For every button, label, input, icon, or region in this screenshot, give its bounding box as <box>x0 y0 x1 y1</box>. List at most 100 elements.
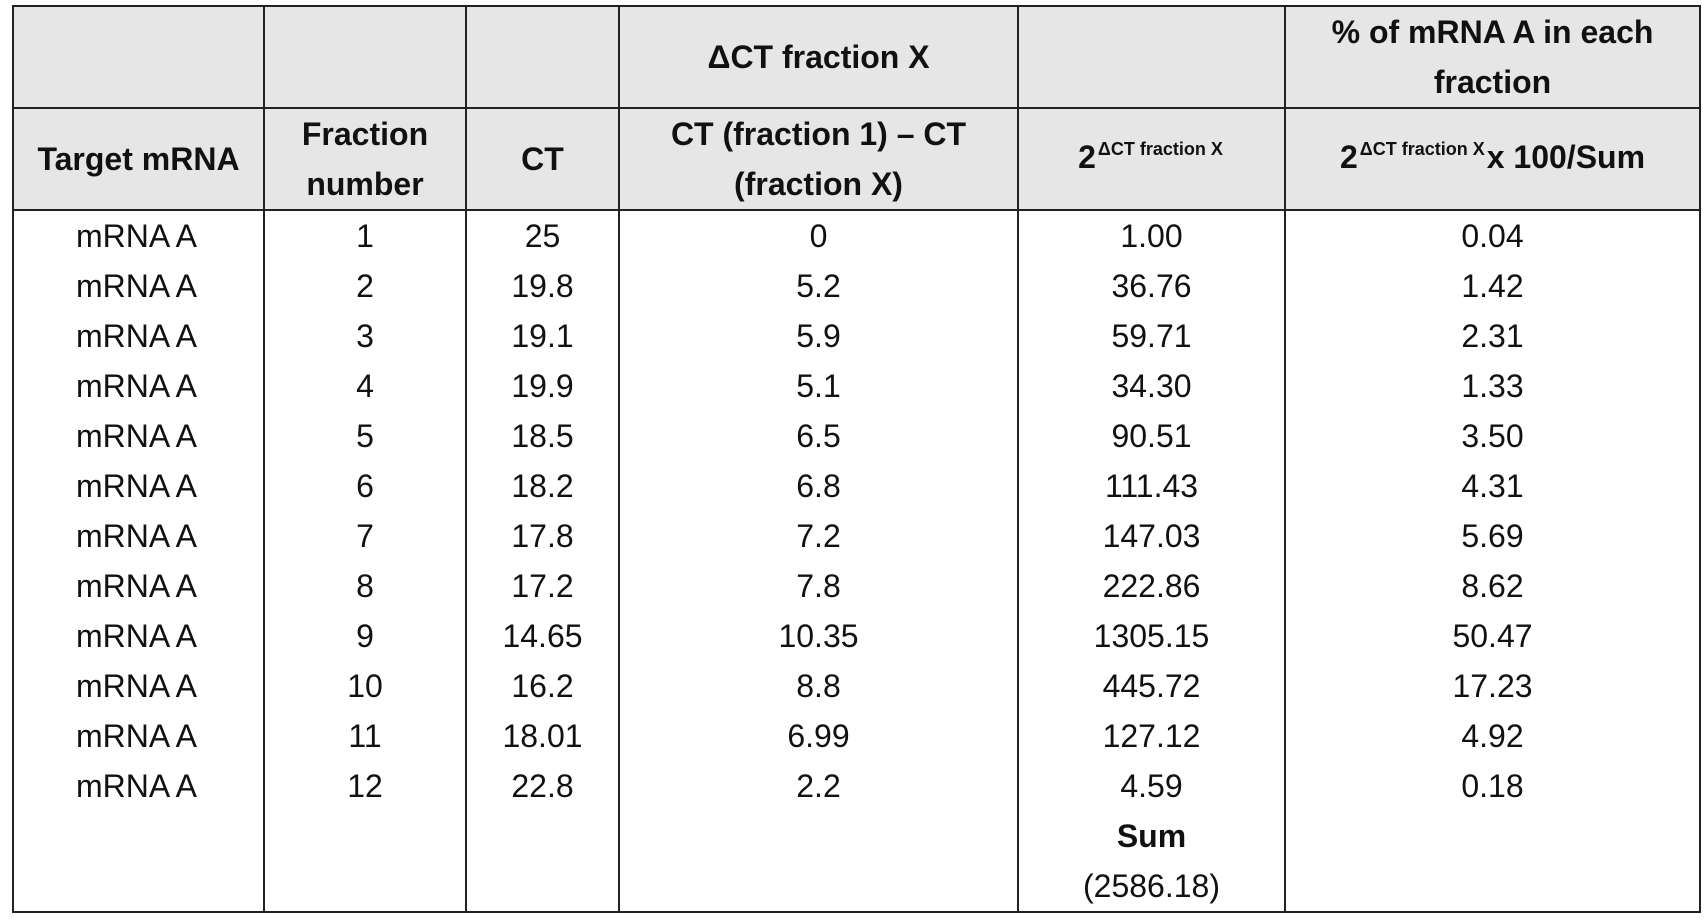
formula-base: 2 <box>1339 138 1358 175</box>
cell-delta-ct: 6.8 <box>618 461 1019 511</box>
empty-cell <box>1284 861 1701 913</box>
cell-power-value: 59.71 <box>1017 311 1286 361</box>
cell-target-mrna: mRNA A <box>12 611 265 661</box>
cell-ct: 18.5 <box>465 411 620 461</box>
cell-delta-ct: 5.9 <box>618 311 1019 361</box>
header-row-1: ΔCT fraction X % of mRNA A in each fract… <box>12 5 1701 109</box>
cell-percent-value: 8.62 <box>1284 561 1701 611</box>
cell-ct: 17.8 <box>465 511 620 561</box>
cell-percent-value: 4.92 <box>1284 711 1701 761</box>
table-row: mRNA A 8 17.2 7.8 222.86 8.62 <box>12 561 1701 611</box>
cell-target-mrna: mRNA A <box>12 761 265 811</box>
empty-cell <box>12 861 265 913</box>
formula-suffix: x 100/Sum <box>1486 138 1646 175</box>
header-r1-col2 <box>263 5 467 109</box>
cell-delta-ct: 5.2 <box>618 261 1019 311</box>
cell-power-value: 4.59 <box>1017 761 1286 811</box>
table-row: mRNA A 10 16.2 8.8 445.72 17.23 <box>12 661 1701 711</box>
cell-fraction-number: 2 <box>263 261 467 311</box>
cell-ct: 25 <box>465 210 620 261</box>
table-row: mRNA A 7 17.8 7.2 147.03 5.69 <box>12 511 1701 561</box>
cell-target-mrna: mRNA A <box>12 461 265 511</box>
cell-target-mrna: mRNA A <box>12 361 265 411</box>
cell-fraction-number: 6 <box>263 461 467 511</box>
cell-fraction-number: 11 <box>263 711 467 761</box>
cell-delta-ct: 2.2 <box>618 761 1019 811</box>
cell-ct: 17.2 <box>465 561 620 611</box>
cell-delta-ct: 6.5 <box>618 411 1019 461</box>
cell-fraction-number: 7 <box>263 511 467 561</box>
cell-target-mrna: mRNA A <box>12 511 265 561</box>
mrna-fraction-table: ΔCT fraction X % of mRNA A in each fract… <box>12 5 1701 913</box>
cell-target-mrna: mRNA A <box>12 561 265 611</box>
cell-fraction-number: 1 <box>263 210 467 261</box>
cell-power-value: 222.86 <box>1017 561 1286 611</box>
cell-power-value: 111.43 <box>1017 461 1286 511</box>
cell-power-value: 36.76 <box>1017 261 1286 311</box>
cell-delta-ct: 7.2 <box>618 511 1019 561</box>
table-row: mRNA A 12 22.8 2.2 4.59 0.18 <box>12 761 1701 811</box>
header-r1-col1 <box>12 5 265 109</box>
cell-delta-ct: 7.8 <box>618 561 1019 611</box>
cell-delta-ct: 10.35 <box>618 611 1019 661</box>
cell-power-value: 445.72 <box>1017 661 1286 711</box>
header-r1-col3 <box>465 5 620 109</box>
header-row-2: Target mRNA Fraction number CT CT (fract… <box>12 107 1701 211</box>
empty-cell <box>465 811 620 861</box>
cell-percent-value: 0.18 <box>1284 761 1701 811</box>
table-row: mRNA A 4 19.9 5.1 34.30 1.33 <box>12 361 1701 411</box>
table-row: mRNA A 11 18.01 6.99 127.12 4.92 <box>12 711 1701 761</box>
cell-delta-ct: 8.8 <box>618 661 1019 711</box>
table-row: mRNA A 9 14.65 10.35 1305.15 50.47 <box>12 611 1701 661</box>
cell-target-mrna: mRNA A <box>12 261 265 311</box>
cell-fraction-number: 4 <box>263 361 467 411</box>
empty-cell <box>618 861 1019 913</box>
cell-percent-value: 0.04 <box>1284 210 1701 261</box>
cell-target-mrna: mRNA A <box>12 411 265 461</box>
cell-fraction-number: 3 <box>263 311 467 361</box>
header-target-mrna: Target mRNA <box>12 107 265 211</box>
table-row: mRNA A 6 18.2 6.8 111.43 4.31 <box>12 461 1701 511</box>
empty-cell <box>263 861 467 913</box>
header-power-of-two: 2 ΔCT fraction X <box>1017 107 1286 211</box>
header-delta-ct: ΔCT fraction X <box>618 5 1019 109</box>
empty-cell <box>263 811 467 861</box>
cell-power-value: 1305.15 <box>1017 611 1286 661</box>
header-fraction-number: Fraction number <box>263 107 467 211</box>
cell-power-value: 147.03 <box>1017 511 1286 561</box>
cell-percent-value: 17.23 <box>1284 661 1701 711</box>
header-percent-mrna: % of mRNA A in each fraction <box>1284 5 1701 109</box>
cell-target-mrna: mRNA A <box>12 311 265 361</box>
cell-ct: 16.2 <box>465 661 620 711</box>
table-row: mRNA A 5 18.5 6.5 90.51 3.50 <box>12 411 1701 461</box>
cell-power-value: 90.51 <box>1017 411 1286 461</box>
cell-power-value: 34.30 <box>1017 361 1286 411</box>
cell-target-mrna: mRNA A <box>12 210 265 261</box>
cell-ct: 18.01 <box>465 711 620 761</box>
empty-cell <box>618 811 1019 861</box>
cell-ct: 19.9 <box>465 361 620 411</box>
table-header: ΔCT fraction X % of mRNA A in each fract… <box>12 5 1701 211</box>
cell-fraction-number: 8 <box>263 561 467 611</box>
empty-cell <box>465 861 620 913</box>
cell-delta-ct: 6.99 <box>618 711 1019 761</box>
cell-percent-value: 1.33 <box>1284 361 1701 411</box>
sum-row: (2586.18) <box>12 861 1701 913</box>
empty-cell <box>1284 811 1701 861</box>
formula-exponent: ΔCT fraction X <box>1359 138 1485 159</box>
cell-percent-value: 2.31 <box>1284 311 1701 361</box>
cell-fraction-number: 12 <box>263 761 467 811</box>
sum-value: (2586.18) <box>1017 861 1286 913</box>
cell-delta-ct: 0 <box>618 210 1019 261</box>
sum-label: Sum <box>1017 811 1286 861</box>
table-row: mRNA A 1 25 0 1.00 0.04 <box>12 210 1701 261</box>
cell-ct: 22.8 <box>465 761 620 811</box>
table-body: mRNA A 1 25 0 1.00 0.04 mRNA A 2 19.8 5.2 36.76 1.4… <box>12 210 1701 913</box>
cell-power-value: 1.00 <box>1017 210 1286 261</box>
cell-percent-value: 1.42 <box>1284 261 1701 311</box>
cell-power-value: 127.12 <box>1017 711 1286 761</box>
cell-percent-value: 3.50 <box>1284 411 1701 461</box>
header-r1-col5 <box>1017 5 1286 109</box>
cell-percent-value: 4.31 <box>1284 461 1701 511</box>
cell-target-mrna: mRNA A <box>12 661 265 711</box>
